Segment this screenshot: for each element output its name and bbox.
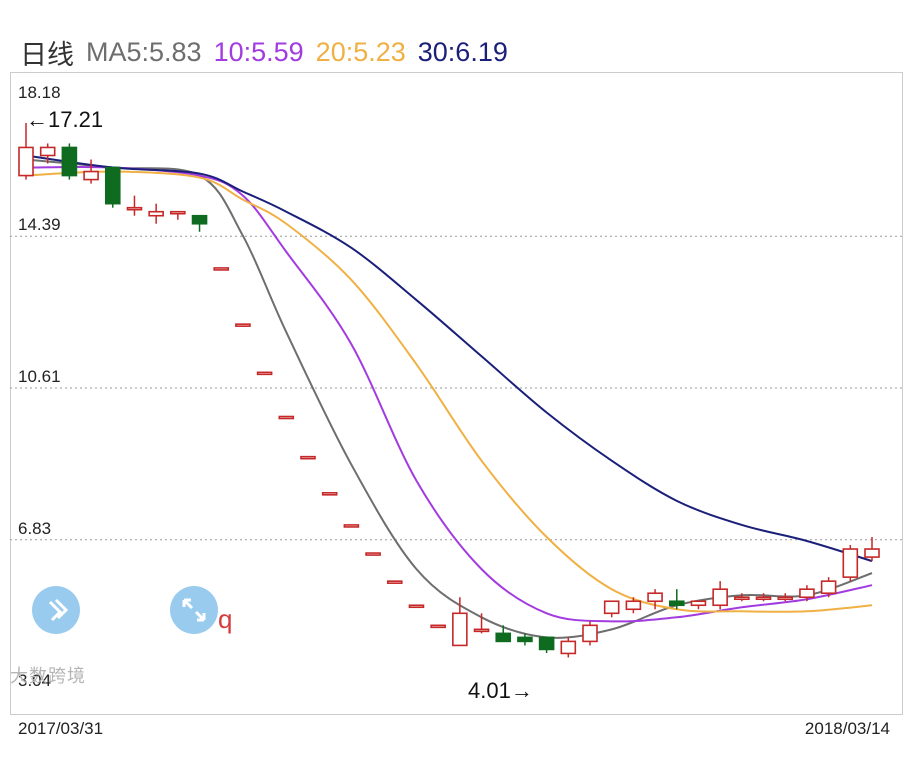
- candle-body: [256, 371, 273, 376]
- candle-body: [126, 206, 143, 211]
- candle-body: [517, 636, 533, 643]
- y-tick-label: 3.04: [18, 671, 51, 690]
- candle-body: [386, 580, 403, 584]
- candle-body: [321, 492, 338, 496]
- candle-body: [408, 604, 425, 609]
- candle-body: [343, 524, 360, 528]
- y-tick-label: 14.39: [18, 215, 61, 234]
- y-tick-label: 6.83: [18, 519, 51, 538]
- candle-body: [235, 323, 251, 327]
- chart-frame: 日线 MA5:5.83 10:5.59 20:5.23 30:6.19 18.1…: [10, 0, 914, 764]
- candle-body: [39, 146, 56, 157]
- candle-body: [582, 624, 598, 643]
- candle-body: [799, 588, 815, 599]
- candle-body: [278, 415, 295, 420]
- candle-body: [191, 214, 208, 225]
- candle-body: [712, 588, 728, 607]
- candle-body: [170, 210, 186, 215]
- x-start-label: 2017/03/31: [18, 719, 103, 738]
- candle-body: [538, 636, 555, 651]
- ma30-legend: 30:6.19: [417, 36, 508, 67]
- candle-body: [603, 600, 620, 615]
- candle-body: [452, 612, 468, 647]
- ma20-legend: 20:5.23: [315, 36, 406, 67]
- candle-body: [61, 146, 78, 177]
- chart-svg: 18.18 14.39 10.61 6.83 3.04 ←17.21 4.01→ 2017/0…: [10, 72, 903, 738]
- period-title: 日线: [20, 39, 74, 70]
- candle-body: [777, 596, 794, 601]
- ma-header: 日线 MA5:5.83 10:5.59 20:5.23 30:6.19: [10, 26, 914, 72]
- candle-body: [83, 170, 99, 181]
- q-label: q: [218, 604, 233, 634]
- candle-body: [495, 632, 512, 643]
- candlestick-chart[interactable]: 18.18 14.39 10.61 6.83 3.04 ←17.21 4.01→ 2017/0…: [10, 72, 914, 764]
- ma10-line: [25, 165, 873, 623]
- candle-body: [647, 592, 663, 603]
- candle-body: [430, 624, 446, 629]
- candle-body: [755, 596, 772, 601]
- candle-body: [365, 552, 381, 556]
- candle-body: [300, 455, 316, 460]
- ma20-line: [25, 170, 873, 613]
- candle-body: [842, 548, 859, 578]
- ma-legend: 日线 MA5:5.83 10:5.59 20:5.23 30:6.19: [20, 32, 508, 72]
- ma10-legend: 10:5.59: [213, 36, 304, 67]
- y-tick-label: 10.61: [18, 367, 61, 386]
- x-end-label: 2018/03/14: [805, 719, 890, 738]
- candle-body: [560, 640, 577, 655]
- candle-body: [668, 600, 685, 607]
- candle-body: [864, 548, 880, 558]
- candle-body: [213, 267, 230, 271]
- ma5-line: [25, 158, 873, 639]
- candle-body: [734, 596, 750, 601]
- y-tick-label: 18.18: [18, 83, 61, 102]
- candle-body: [625, 600, 642, 611]
- candle-body: [148, 210, 164, 217]
- candle-body: [104, 166, 121, 205]
- plot-border: [10, 72, 903, 715]
- watermark: 大数跨境: [10, 666, 86, 686]
- fullscreen-button[interactable]: [170, 586, 218, 634]
- scroll-double-chevron-icon: [48, 598, 69, 622]
- low-annotation: 4.01→: [468, 678, 533, 703]
- candle-body: [820, 580, 837, 595]
- scroll-left-button[interactable]: [32, 586, 80, 634]
- candle-body: [690, 600, 707, 607]
- candle-body: [473, 628, 490, 633]
- ma5-legend: MA5:5.83: [86, 36, 202, 67]
- expand-arrows-icon: [182, 598, 206, 622]
- high-annotation: ←17.21: [26, 107, 103, 132]
- ma30-line: [25, 154, 873, 563]
- candle-body: [18, 146, 34, 177]
